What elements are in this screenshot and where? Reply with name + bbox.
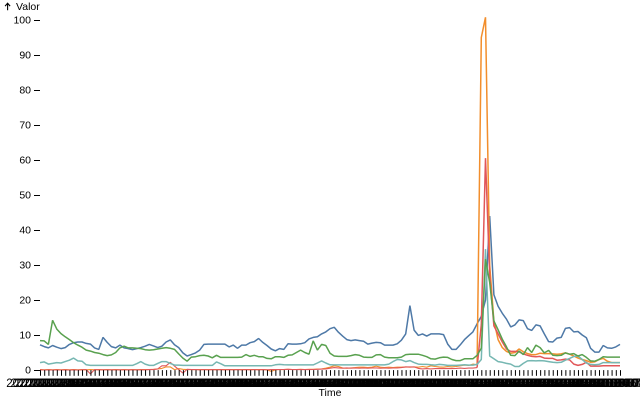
svg-text:20: 20 bbox=[19, 295, 31, 307]
svg-text:Time: Time bbox=[319, 387, 342, 399]
svg-text:40: 40 bbox=[19, 225, 31, 237]
svg-text:30: 30 bbox=[19, 260, 31, 272]
svg-text:Valor: Valor bbox=[16, 1, 40, 13]
svg-text:10: 10 bbox=[19, 330, 31, 342]
svg-text:80: 80 bbox=[19, 85, 31, 97]
svg-text:100: 100 bbox=[13, 15, 31, 27]
svg-text:90: 90 bbox=[19, 50, 31, 62]
svg-text:70: 70 bbox=[19, 120, 31, 132]
svg-text:50: 50 bbox=[19, 190, 31, 202]
svg-text:60: 60 bbox=[19, 155, 31, 167]
svg-text:0: 0 bbox=[25, 365, 31, 377]
